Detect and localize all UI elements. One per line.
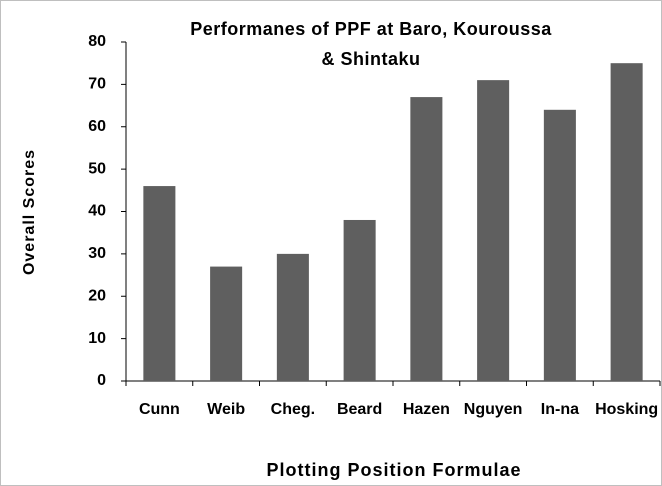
bar [143,186,176,381]
x-axis-label: Plotting Position Formulae [267,460,522,480]
bar [477,80,510,381]
bar [543,109,576,382]
x-tick-label: Hosking [595,401,658,418]
y-tick-label: 50 [88,160,106,177]
bar [610,63,643,381]
x-tick-label: Cheg. [271,401,315,418]
y-axis-label: Overall Scores [21,149,38,275]
y-tick-label: 70 [88,76,106,93]
chart-title: Performanes of PPF at Baro, Kouroussa & … [190,19,552,69]
y-tick-label: 60 [88,118,106,135]
x-tick-label: Hazen [403,401,450,418]
y-tick-label: 30 [88,245,106,262]
bar [276,253,309,381]
x-tick-label: Cunn [139,401,180,418]
bar [410,97,443,382]
bar [210,266,243,381]
bar [343,219,376,381]
y-tick-label: 10 [88,330,106,347]
y-tick-label: 0 [97,372,106,389]
x-tick-label: Nguyen [464,401,523,418]
y-tick-label: 40 [88,203,106,220]
x-tick-label: Weib [207,401,245,418]
y-tick-label: 20 [88,287,106,304]
y-tick-label: 80 [88,33,106,50]
x-tick-label: In-na [541,401,579,418]
x-tick-label: Beard [337,401,382,418]
